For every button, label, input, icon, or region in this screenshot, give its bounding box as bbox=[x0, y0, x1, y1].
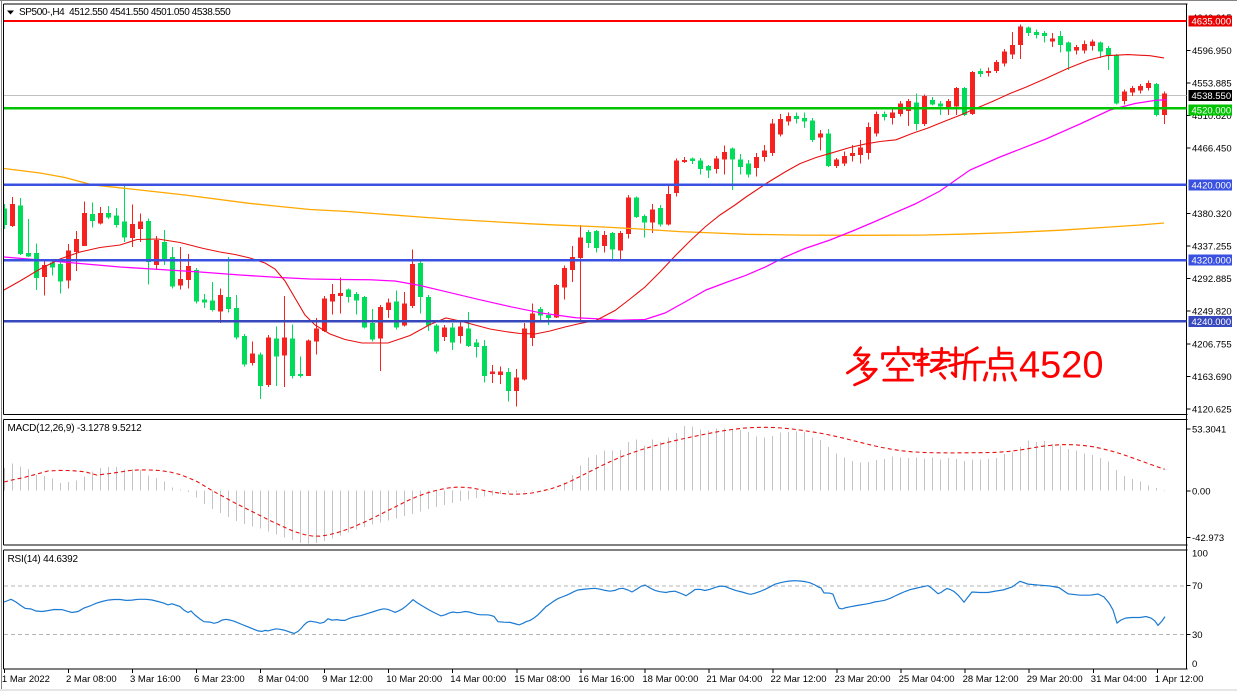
svg-text:4520.000: 4520.000 bbox=[1192, 105, 1232, 116]
svg-text:RSI(14) 44.6392: RSI(14) 44.6392 bbox=[8, 554, 79, 565]
svg-text:22 Mar 12:00: 22 Mar 12:00 bbox=[771, 674, 827, 685]
svg-text:4380.320: 4380.320 bbox=[1192, 209, 1232, 220]
svg-text:21 Mar 04:00: 21 Mar 04:00 bbox=[706, 674, 762, 685]
svg-text:14 Mar 00:00: 14 Mar 00:00 bbox=[450, 674, 506, 685]
svg-text:30: 30 bbox=[1192, 630, 1203, 641]
svg-text:4206.755: 4206.755 bbox=[1192, 339, 1232, 350]
svg-text:0.00: 0.00 bbox=[1192, 487, 1211, 498]
svg-text:1 Apr 12:00: 1 Apr 12:00 bbox=[1155, 674, 1204, 685]
svg-text:4635.000: 4635.000 bbox=[1192, 17, 1232, 28]
svg-text:70: 70 bbox=[1192, 581, 1203, 592]
svg-text:4538.550: 4538.550 bbox=[1192, 91, 1232, 102]
svg-text:4320.000: 4320.000 bbox=[1192, 256, 1232, 267]
svg-text:4520: 4520 bbox=[1019, 345, 1104, 387]
svg-text:18 Mar 00:00: 18 Mar 00:00 bbox=[642, 674, 698, 685]
svg-text:4240.000: 4240.000 bbox=[1192, 317, 1232, 328]
svg-text:4553.885: 4553.885 bbox=[1192, 79, 1232, 90]
svg-text:4249.820: 4249.820 bbox=[1192, 307, 1232, 318]
svg-text:9 Mar 12:00: 9 Mar 12:00 bbox=[322, 674, 373, 685]
svg-text:4510.820: 4510.820 bbox=[1192, 111, 1232, 122]
svg-text:100: 100 bbox=[1192, 549, 1208, 560]
svg-text:4163.690: 4163.690 bbox=[1192, 372, 1232, 383]
svg-text:16 Mar 16:00: 16 Mar 16:00 bbox=[578, 674, 634, 685]
svg-text:3 Mar 16:00: 3 Mar 16:00 bbox=[130, 674, 181, 685]
svg-text:23 Mar 20:00: 23 Mar 20:00 bbox=[835, 674, 891, 685]
svg-text:25 Mar 04:00: 25 Mar 04:00 bbox=[899, 674, 955, 685]
svg-text:-42.973: -42.973 bbox=[1192, 533, 1224, 544]
svg-text:4466.450: 4466.450 bbox=[1192, 144, 1232, 155]
svg-text:4120.625: 4120.625 bbox=[1192, 405, 1232, 416]
svg-text:4337.255: 4337.255 bbox=[1192, 242, 1232, 253]
svg-text:53.3041: 53.3041 bbox=[1192, 425, 1226, 436]
svg-text:31 Mar 04:00: 31 Mar 04:00 bbox=[1091, 674, 1147, 685]
svg-text:4292.885: 4292.885 bbox=[1192, 274, 1232, 285]
svg-text:0: 0 bbox=[1192, 659, 1197, 670]
svg-text:29 Mar 20:00: 29 Mar 20:00 bbox=[1027, 674, 1083, 685]
svg-text:28 Mar 12:00: 28 Mar 12:00 bbox=[963, 674, 1019, 685]
svg-text:SP500-,H4 4512.550 4541.550 4: SP500-,H4 4512.550 4541.550 4501.050 453… bbox=[19, 7, 231, 18]
svg-text:4596.950: 4596.950 bbox=[1192, 46, 1232, 57]
svg-text:2 Mar 08:00: 2 Mar 08:00 bbox=[66, 674, 117, 685]
svg-text:6 Mar 23:00: 6 Mar 23:00 bbox=[194, 674, 245, 685]
svg-text:4420.000: 4420.000 bbox=[1192, 180, 1232, 191]
svg-text:1 Mar 2022: 1 Mar 2022 bbox=[2, 674, 50, 685]
svg-text:8 Mar 04:00: 8 Mar 04:00 bbox=[258, 674, 309, 685]
svg-text:10 Mar 20:00: 10 Mar 20:00 bbox=[386, 674, 442, 685]
svg-text:15 Mar 08:00: 15 Mar 08:00 bbox=[514, 674, 570, 685]
svg-text:MACD(12,26,9) -3.1278 9.5212: MACD(12,26,9) -3.1278 9.5212 bbox=[8, 423, 143, 434]
